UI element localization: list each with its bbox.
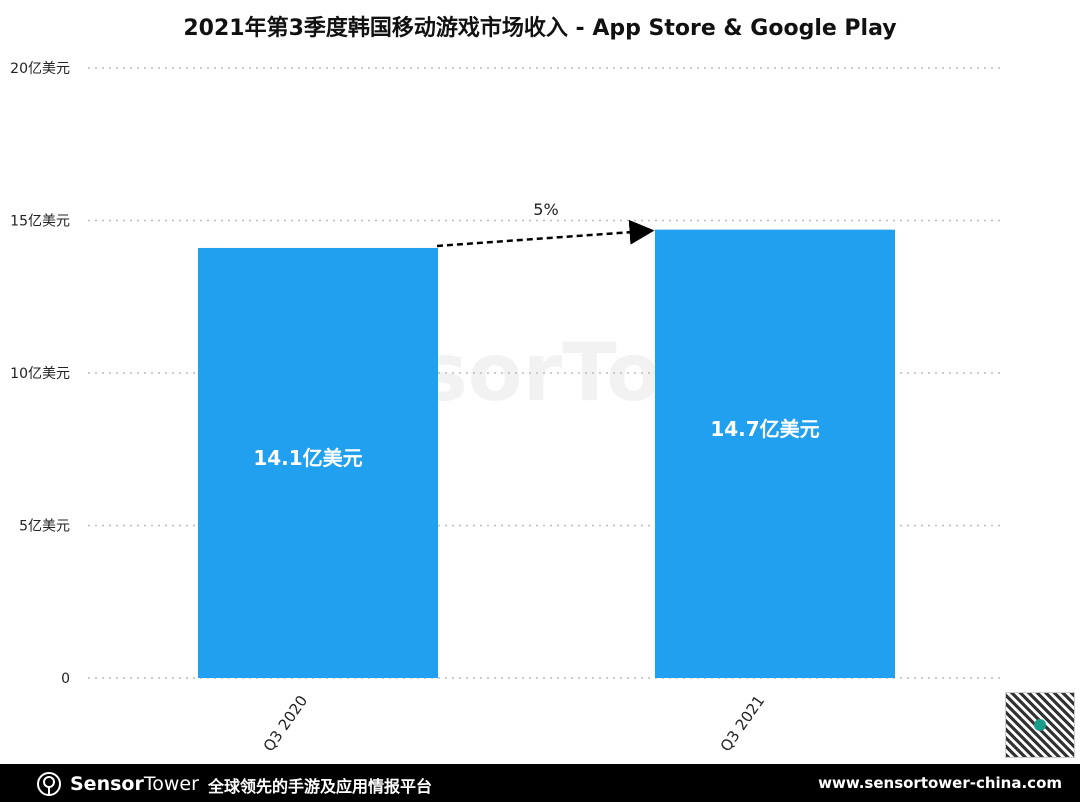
growth-arrow	[436, 219, 655, 248]
data-label: 14.7亿美元	[710, 417, 819, 441]
data-label: 14.1亿美元	[253, 446, 362, 470]
bar	[655, 229, 895, 678]
slogan: 全球领先的手游及应用情报平台	[208, 777, 433, 796]
y-tick-label: 20亿美元	[10, 61, 70, 77]
brand-light: Tower	[143, 773, 199, 795]
y-tick-label: 0	[61, 671, 70, 687]
y-tick-label: 5亿美元	[19, 519, 70, 535]
x-tick-label: Q3 2020	[260, 692, 312, 755]
y-tick-label: 10亿美元	[10, 366, 70, 382]
brand-bold: Sensor	[70, 773, 144, 795]
website-link[interactable]: www.sensortower-china.com	[818, 774, 1062, 792]
footer-bar: SensorTower 全球领先的手游及应用情报平台 www.sensortow…	[0, 764, 1080, 802]
y-tick-label: 15亿美元	[10, 214, 70, 230]
growth-annotation: 5%	[533, 200, 558, 219]
sensor-tower-icon	[37, 772, 61, 796]
qr-code	[1005, 692, 1075, 758]
sensor-tower-logo: SensorTower	[36, 771, 199, 797]
chart-title: 2021年第3季度韩国移动游戏市场收入 - App Store & Google…	[183, 16, 897, 41]
bar	[198, 247, 438, 678]
x-tick-label: Q3 2021	[717, 692, 769, 755]
